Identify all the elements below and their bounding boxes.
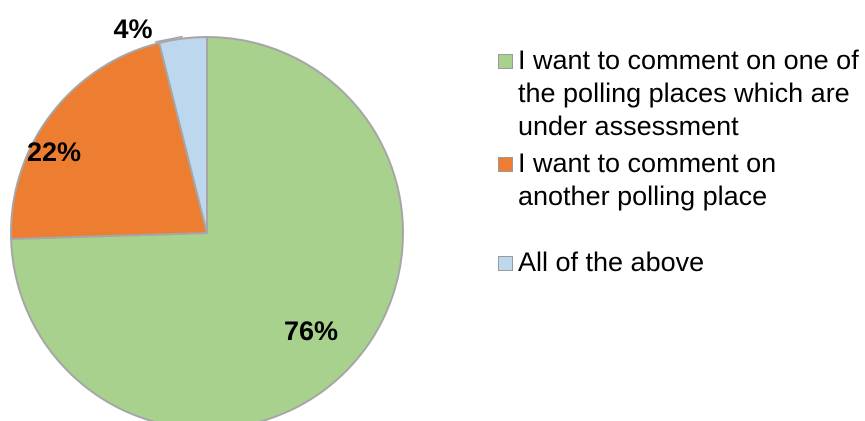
legend-label: All of the above (518, 247, 705, 277)
legend-swatch (498, 256, 513, 271)
legend-swatch (498, 157, 513, 172)
legend-item-all: All of the above (498, 246, 863, 279)
legend-label: I want to comment on one of the polling … (518, 45, 859, 141)
legend-item-comment-another: I want to comment on another polling pla… (498, 147, 863, 213)
leader-line-all (154, 35, 183, 43)
leader-lines (154, 35, 183, 43)
legend-item-comment-assessment: I want to comment on one of the polling … (498, 44, 863, 143)
legend-label: I want to comment on another polling pla… (518, 148, 777, 211)
legend-swatch (498, 54, 513, 69)
data-label-all: 4% (113, 14, 152, 44)
pie-slices (10, 36, 404, 421)
data-labels: 76% 22% 4% (27, 14, 338, 346)
pie-plot: 76% 22% 4% (10, 14, 404, 421)
data-label-comment-another: 22% (27, 137, 81, 167)
pie-slice-comment-another (10, 41, 208, 241)
legend: I want to comment on one of the polling … (498, 44, 863, 279)
pie-slice-all (158, 36, 208, 234)
data-label-comment-assessment: 76% (284, 316, 338, 346)
